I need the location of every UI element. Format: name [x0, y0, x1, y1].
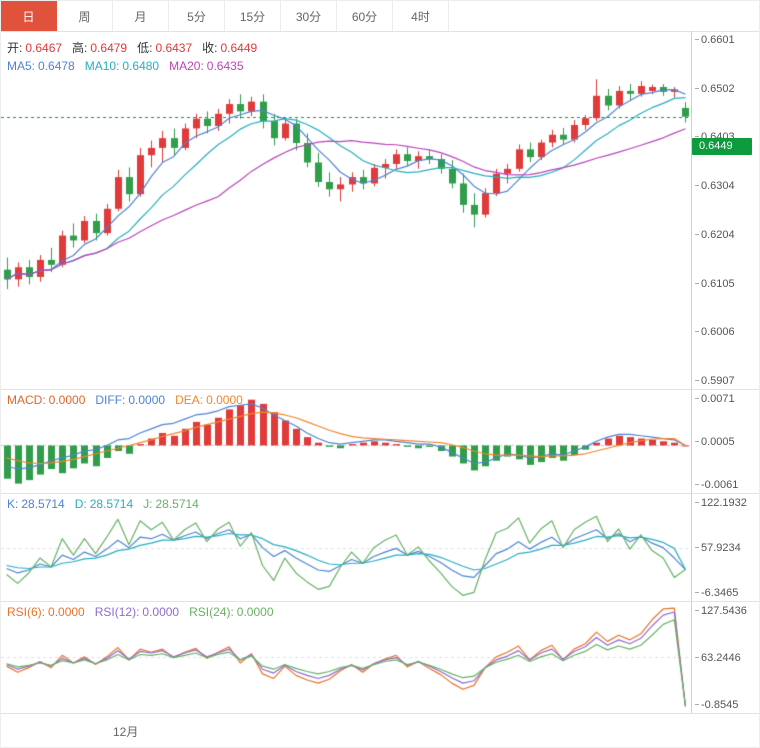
kdj-axis-label: 57.9234	[695, 542, 759, 554]
j-value: J: 28.5714	[143, 497, 199, 511]
tab-weekly[interactable]: 周	[57, 1, 113, 31]
rsi-axis-label: 127.5436	[695, 605, 759, 617]
macd-axis-label: 0.0071	[695, 393, 759, 405]
ma20-value: MA20: 0.6435	[169, 59, 244, 73]
price-axis-label: 0.6304	[695, 180, 759, 192]
open-value: 开: 0.6467	[7, 41, 63, 55]
rsi-canvas[interactable]	[1, 602, 691, 714]
tab-5min[interactable]: 5分	[169, 1, 225, 31]
tab-daily[interactable]: 日	[1, 1, 57, 31]
kdj-axis: 122.1932 57.9234 -6.3465	[691, 494, 759, 601]
tab-60min[interactable]: 60分	[337, 1, 393, 31]
low-value: 低: 0.6437	[137, 41, 193, 55]
candlestick-canvas[interactable]	[1, 31, 691, 389]
ma5-value: MA5: 0.6478	[7, 59, 75, 73]
rsi-axis-label: 63.2446	[695, 652, 759, 664]
rsi-axis: 127.5436 63.2446 -0.8545	[691, 602, 759, 713]
macd-legend: MACD: 0.0000 DIFF: 0.0000 DEA: 0.0000	[7, 393, 243, 407]
price-axis: 0.6601 0.6502 0.6403 0.6304 0.6204 0.610…	[691, 31, 759, 389]
ohlc-legend: 开: 0.6467 高: 0.6479 低: 0.6437 收: 0.6449	[7, 39, 257, 56]
rsi-panel: RSI(6): 0.0000 RSI(12): 0.0000 RSI(24): 0.0…	[1, 601, 759, 714]
tab-4hour[interactable]: 4时	[393, 1, 449, 31]
macd-axis-label: 0.0005	[695, 436, 759, 448]
kdj-canvas[interactable]	[1, 494, 691, 602]
price-axis-label: 0.6105	[695, 278, 759, 290]
tab-30min[interactable]: 30分	[281, 1, 337, 31]
macd-axis: 0.0071 0.0005 -0.0061	[691, 390, 759, 493]
d-value: D: 28.5714	[74, 497, 134, 511]
price-axis-label: 0.6502	[695, 83, 759, 95]
macd-value: MACD: 0.0000	[7, 393, 86, 407]
kdj-axis-label: 122.1932	[695, 497, 759, 509]
current-price-tag: 0.6449	[692, 138, 752, 155]
price-panel: 开: 0.6467 高: 0.6479 低: 0.6437 收: 0.6449 MA5:…	[1, 31, 759, 389]
kdj-axis-label: -6.3465	[695, 587, 759, 599]
k-value: K: 28.5714	[7, 497, 65, 511]
kdj-panel: K: 28.5714 D: 28.5714 J: 28.5714 122.1932 5…	[1, 493, 759, 602]
macd-axis-label: -0.0061	[695, 479, 759, 491]
ma10-value: MA10: 0.6480	[84, 59, 160, 73]
time-axis: 12月	[1, 713, 759, 747]
dea-value: DEA: 0.0000	[175, 393, 243, 407]
close-value: 收: 0.6449	[202, 41, 258, 55]
macd-panel: MACD: 0.0000 DIFF: 0.0000 DEA: 0.0000 0.007…	[1, 389, 759, 494]
price-axis-label: 0.5907	[695, 375, 759, 387]
rsi24-value: RSI(24): 0.0000	[189, 605, 274, 619]
diff-value: DIFF: 0.0000	[95, 393, 166, 407]
price-axis-label: 0.6601	[695, 34, 759, 46]
high-value: 高: 0.6479	[72, 41, 128, 55]
rsi-axis-label: -0.8545	[695, 699, 759, 711]
tab-15min[interactable]: 15分	[225, 1, 281, 31]
rsi6-value: RSI(6): 0.0000	[7, 605, 85, 619]
kdj-legend: K: 28.5714 D: 28.5714 J: 28.5714	[7, 497, 199, 511]
price-axis-label: 0.6006	[695, 326, 759, 338]
price-axis-label: 0.6204	[695, 229, 759, 241]
period-toolbar: 日 周 月 5分 15分 30分 60分 4时	[1, 1, 759, 32]
rsi-legend: RSI(6): 0.0000 RSI(12): 0.0000 RSI(24): 0.0…	[7, 605, 274, 619]
tab-monthly[interactable]: 月	[113, 1, 169, 31]
rsi12-value: RSI(12): 0.0000	[94, 605, 180, 619]
month-label: 12月	[113, 725, 139, 739]
ma-legend: MA5: 0.6478 MA10: 0.6480 MA20: 0.6435	[7, 59, 244, 73]
macd-canvas[interactable]	[1, 390, 691, 494]
